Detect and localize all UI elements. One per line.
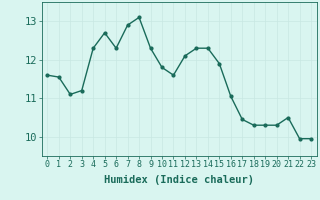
X-axis label: Humidex (Indice chaleur): Humidex (Indice chaleur) — [104, 175, 254, 185]
